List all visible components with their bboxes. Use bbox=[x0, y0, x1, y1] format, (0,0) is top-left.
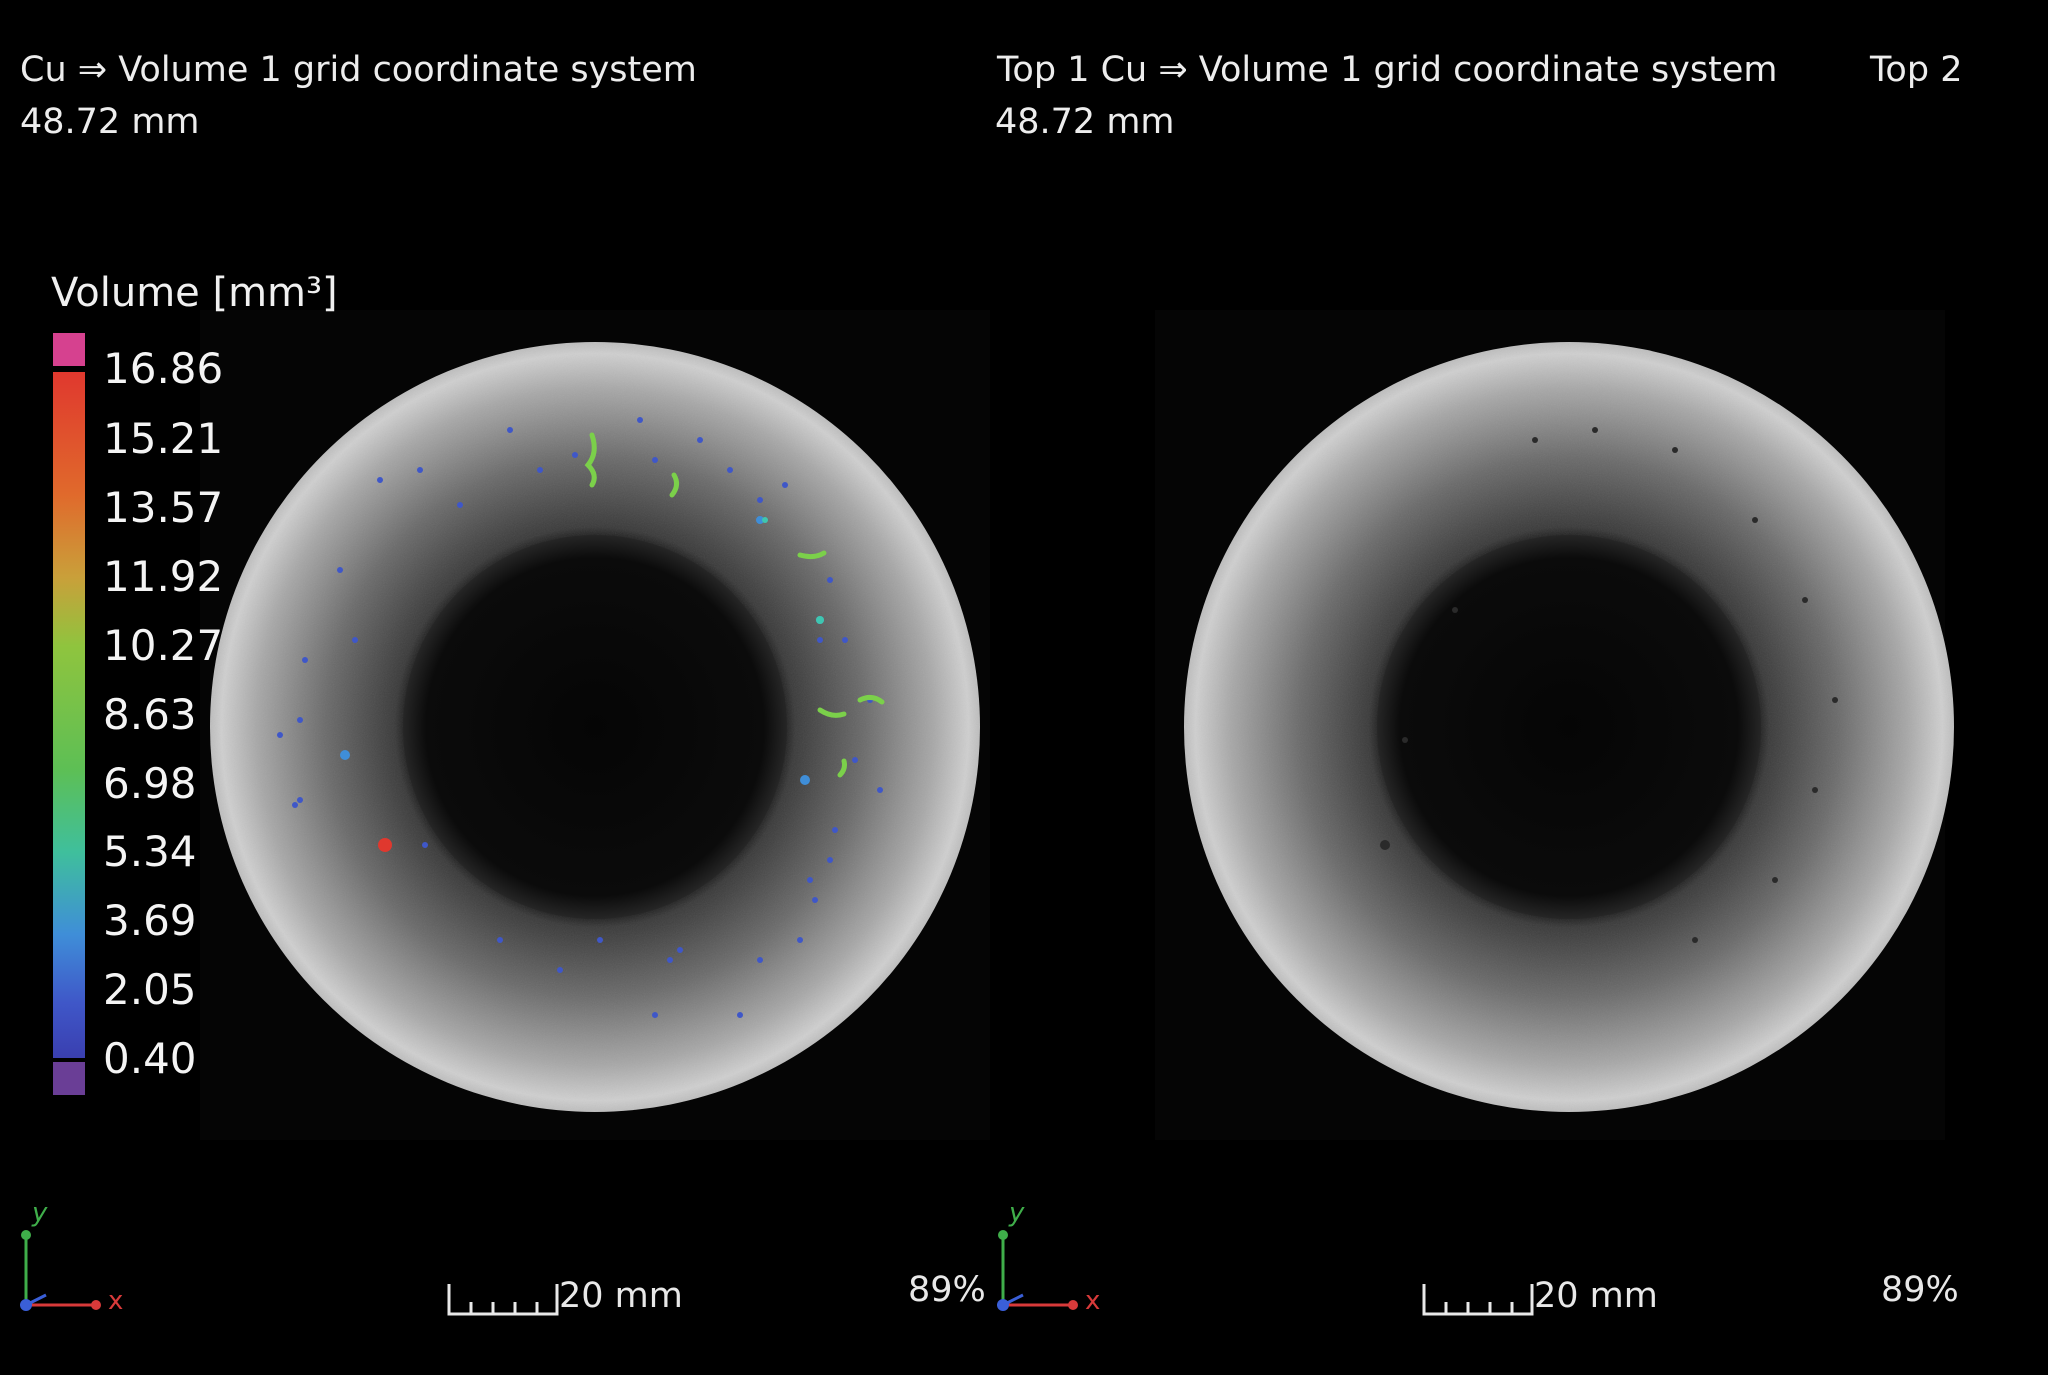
right-pore-marks bbox=[1380, 427, 1838, 943]
left-pore-markers bbox=[277, 417, 885, 1018]
right-scale-label: 20 mm bbox=[1534, 1276, 1658, 1316]
x-axis-label: x bbox=[1085, 1286, 1100, 1315]
legend-tick: 5.34 bbox=[103, 827, 197, 876]
legend-title: Volume [mm³] bbox=[51, 270, 338, 316]
left-ct-slice[interactable] bbox=[0, 0, 1000, 1375]
right-inner-bore bbox=[1377, 535, 1761, 919]
legend-tick: 16.86 bbox=[103, 344, 224, 393]
left-scale-label: 20 mm bbox=[559, 1276, 683, 1316]
legend-color-bar bbox=[53, 372, 85, 1058]
legend-tick: 11.92 bbox=[103, 552, 224, 601]
legend-tick: 8.63 bbox=[103, 690, 197, 739]
right-view-distance: 48.72 mm bbox=[995, 102, 1175, 142]
right-viewport[interactable]: Top 1 Cu ⇒ Volume 1 grid coordinate syst… bbox=[975, 0, 1975, 1375]
right-axes-gizmo[interactable]: y x bbox=[989, 1195, 1109, 1315]
right-scale-bar: 20 mm bbox=[1422, 1276, 1658, 1316]
scale-bar-icon bbox=[447, 1284, 559, 1316]
legend-tick: 2.05 bbox=[103, 965, 197, 1014]
legend-overflow-high-swatch bbox=[53, 333, 85, 366]
y-axis-label: y bbox=[1008, 1198, 1025, 1228]
legend-tick: 10.27 bbox=[103, 621, 224, 670]
legend-tick: 0.40 bbox=[103, 1034, 197, 1083]
scale-bar-icon bbox=[1422, 1284, 1534, 1316]
right-ct-slice[interactable] bbox=[975, 0, 1975, 1375]
left-view-title: Cu ⇒ Volume 1 grid coordinate system bbox=[20, 50, 697, 90]
legend-tick: 3.69 bbox=[103, 896, 197, 945]
y-axis-label: y bbox=[31, 1198, 48, 1228]
left-zoom-level[interactable]: 89% bbox=[908, 1270, 986, 1310]
right-view-title: Top 1 Cu ⇒ Volume 1 grid coordinate syst… bbox=[997, 50, 1778, 90]
legend-tick: 15.21 bbox=[103, 414, 224, 463]
left-viewport[interactable]: Cu ⇒ Volume 1 grid coordinate system 48.… bbox=[0, 0, 1000, 1375]
left-view-distance: 48.72 mm bbox=[20, 102, 200, 142]
left-largest-pore bbox=[378, 838, 392, 852]
legend-tick: 13.57 bbox=[103, 483, 224, 532]
left-axes-gizmo[interactable]: y x bbox=[12, 1195, 132, 1315]
legend-overflow-low-swatch bbox=[53, 1062, 85, 1095]
left-scale-bar: 20 mm bbox=[447, 1276, 683, 1316]
top-2-label: Top 2 bbox=[1870, 50, 1963, 90]
legend-tick: 6.98 bbox=[103, 759, 197, 808]
left-inner-bore bbox=[403, 535, 787, 919]
right-zoom-level[interactable]: 89% bbox=[1881, 1270, 1959, 1310]
x-axis-label: x bbox=[108, 1286, 123, 1315]
